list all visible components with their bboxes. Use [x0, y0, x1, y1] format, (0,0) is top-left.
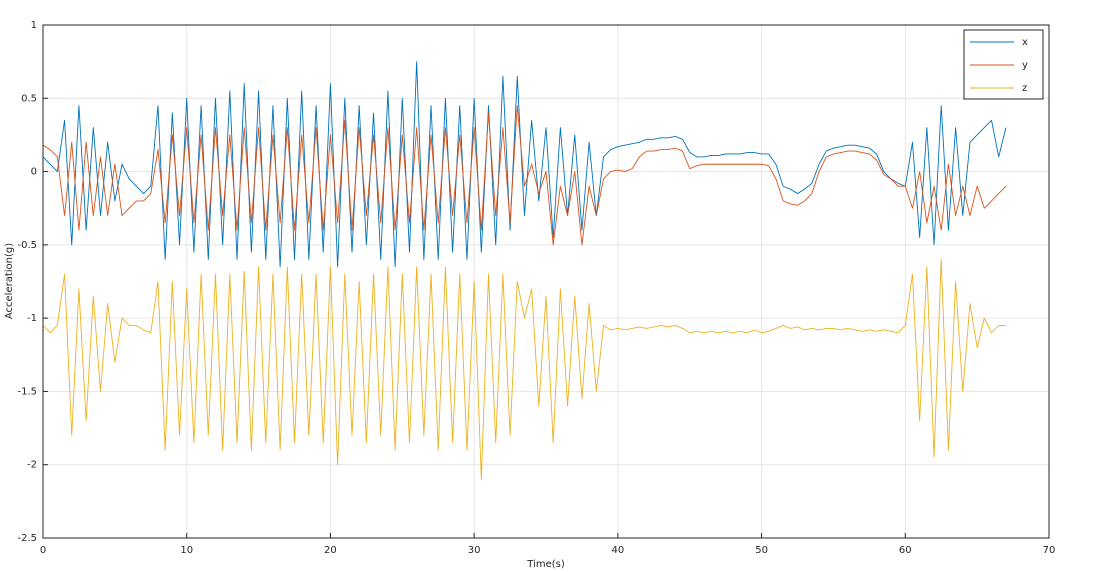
grid	[42, 24, 1050, 539]
y-tick-label: -1	[27, 313, 37, 324]
x-tick-label: 50	[755, 545, 768, 556]
y-tick-label: -2	[27, 460, 37, 471]
y-tick-label: 0.5	[21, 93, 37, 104]
x-axis-label: Time(s)	[526, 559, 565, 570]
y-tick-label: -2.5	[17, 533, 37, 544]
x-tick-label: 30	[468, 545, 481, 556]
legend-label: y	[1022, 60, 1028, 71]
data-line	[42, 105, 1007, 246]
legend-label: z	[1022, 83, 1027, 94]
x-tick-label: 0	[40, 545, 46, 556]
data-line	[42, 259, 1006, 480]
legend: x y z	[963, 29, 1044, 100]
x-tick-label: 40	[611, 545, 624, 556]
x-tick-label: 10	[180, 545, 193, 556]
plot-lines	[42, 61, 1007, 480]
y-tick-label: -0.5	[17, 240, 37, 251]
x-tick-label: 70	[1043, 545, 1056, 556]
legend-label: x	[1022, 37, 1028, 48]
y-axis-label: Acceleration(g)	[4, 243, 15, 319]
y-tick-label: -1.5	[17, 386, 37, 397]
data-line	[42, 61, 1007, 268]
y-tick-label: 0	[31, 167, 37, 178]
x-tick-label: 60	[899, 545, 912, 556]
y-tick-label: 1	[31, 20, 37, 31]
axes-box	[42, 24, 1050, 539]
x-tick-label: 20	[324, 545, 337, 556]
